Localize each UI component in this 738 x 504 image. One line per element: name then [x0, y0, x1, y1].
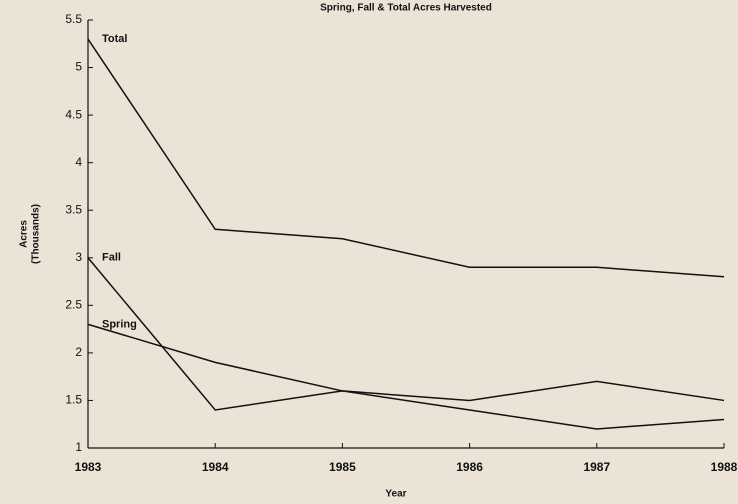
y-tick-label: 3.5 [65, 202, 82, 216]
series-label: Fall [102, 252, 121, 264]
x-axis-title: Year [385, 489, 406, 500]
y-axis-title-line: (Thousands) [31, 204, 42, 264]
y-tick-label: 3 [75, 250, 82, 264]
x-tick-label: 1987 [583, 460, 610, 474]
y-tick-label: 1.5 [65, 393, 82, 407]
y-axis-title-line: Acres [19, 220, 30, 248]
y-tick-label: 5.5 [65, 12, 82, 26]
y-tick-label: 4.5 [65, 107, 82, 121]
series-label: Spring [102, 318, 137, 330]
x-tick-label: 1984 [202, 460, 229, 474]
series-line [87, 257, 725, 411]
x-tick-label: 1985 [329, 460, 356, 474]
series-line [87, 323, 725, 430]
y-tick-label: 2.5 [65, 298, 82, 312]
y-tick-label: 5 [75, 60, 82, 74]
y-tick-label: 4 [75, 155, 82, 169]
y-axis-title: Acres (Thousands) [19, 204, 42, 264]
x-tick-label: 1983 [75, 460, 102, 474]
y-tick-label: 1 [75, 440, 82, 454]
x-tick-label: 1988 [711, 460, 738, 474]
series-label: Total [102, 33, 127, 45]
y-tick-label: 2 [75, 345, 82, 359]
chart-title: Spring, Fall & Total Acres Harvested [320, 3, 492, 14]
series-line [87, 38, 725, 278]
x-tick-label: 1986 [456, 460, 483, 474]
